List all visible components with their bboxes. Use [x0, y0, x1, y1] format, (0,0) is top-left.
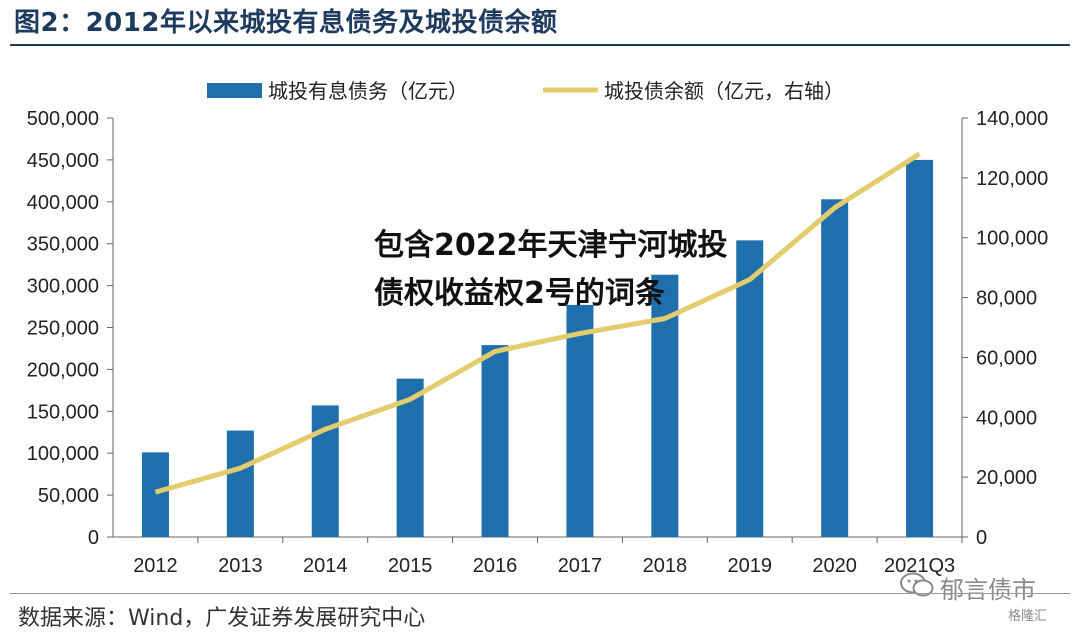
x-tick-label: 2019 [728, 555, 773, 577]
axes [107, 117, 968, 543]
x-tick-label: 2020 [812, 555, 857, 577]
watermark-text: 郁言债市 [940, 576, 1036, 604]
y-left-tick-label: 100,000 [27, 443, 99, 465]
y-left-tick-label: 150,000 [27, 401, 99, 423]
legend-label-bar: 城投有息债务（亿元） [268, 79, 468, 103]
y-left-tick-label: 250,000 [27, 318, 99, 340]
y-right-tick-label: 140,000 [976, 108, 1048, 130]
y-right-tick-label: 100,000 [976, 228, 1048, 250]
line-series [154, 151, 921, 495]
wechat-icon [900, 572, 934, 604]
source-note: 数据来源：Wind，广发证券发展研究中心 [18, 606, 426, 631]
x-tick-label: 2014 [303, 555, 348, 577]
legend: 城投有息债务（亿元） 城投债余额（亿元，右轴） [207, 79, 844, 103]
footer-divider [10, 593, 1070, 594]
bar [566, 304, 594, 537]
overlay-caption: 包含2022年天津宁河城投债权收益权2号的词条 [374, 228, 728, 311]
bar [481, 345, 509, 537]
x-tick-label: 2016 [473, 555, 518, 577]
watermark: 郁言债市 [900, 570, 1036, 605]
y-axis-left-labels: 0 50,000 100,000 150,000 200,000 250,000 300,0… [27, 108, 99, 549]
y-left-tick-label: 400,000 [27, 192, 99, 214]
title-divider [10, 44, 1070, 46]
x-tick-label: 2015 [388, 555, 433, 577]
x-tick-label: 2018 [643, 555, 688, 577]
y-left-tick-label: 450,000 [27, 150, 99, 172]
x-tick-label: 2021Q3 [884, 555, 955, 577]
bar [906, 159, 934, 537]
x-tick-label: 2013 [218, 555, 263, 577]
y-left-tick-label: 500,000 [27, 108, 99, 130]
bar [141, 452, 169, 537]
y-left-tick-label: 350,000 [27, 234, 99, 256]
y-left-tick-label: 50,000 [38, 485, 99, 507]
x-tick-label: 2017 [558, 555, 603, 577]
y-right-tick-label: 20,000 [976, 467, 1037, 489]
chart-title: 图2：2012年以来城投有息债务及城投债余额 [14, 8, 558, 38]
y-right-tick-label: 60,000 [976, 347, 1037, 369]
y-right-tick-label: 80,000 [976, 288, 1037, 310]
y-right-tick-label: 40,000 [976, 407, 1037, 429]
bar [736, 240, 764, 537]
y-right-tick-label: 0 [976, 527, 987, 549]
line-path [154, 151, 921, 495]
y-left-tick-label: 0 [88, 527, 99, 549]
legend-label-line: 城投债余额（亿元，右轴） [604, 79, 844, 103]
bar [226, 430, 254, 537]
y-left-tick-label: 200,000 [27, 359, 99, 381]
x-tick-label: 2012 [133, 555, 178, 577]
y-right-tick-label: 120,000 [976, 168, 1048, 190]
bar-line-chart: 城投有息债务（亿元） 城投债余额（亿元，右轴） 2012 2013 2014 2015 2… [27, 79, 1049, 577]
bar-series [141, 159, 934, 537]
legend-swatch-bar [207, 83, 262, 98]
y-axis-right-labels: 0 20,000 40,000 60,000 80,000 100,000 120,000 1… [976, 108, 1048, 549]
x-axis-labels: 2012 2013 2014 2015 2016 2017 2018 2019 2020 2021… [133, 555, 955, 577]
y-left-tick-label: 300,000 [27, 276, 99, 298]
watermark-badge: 格隆汇 [1008, 609, 1048, 624]
bar [821, 199, 849, 537]
